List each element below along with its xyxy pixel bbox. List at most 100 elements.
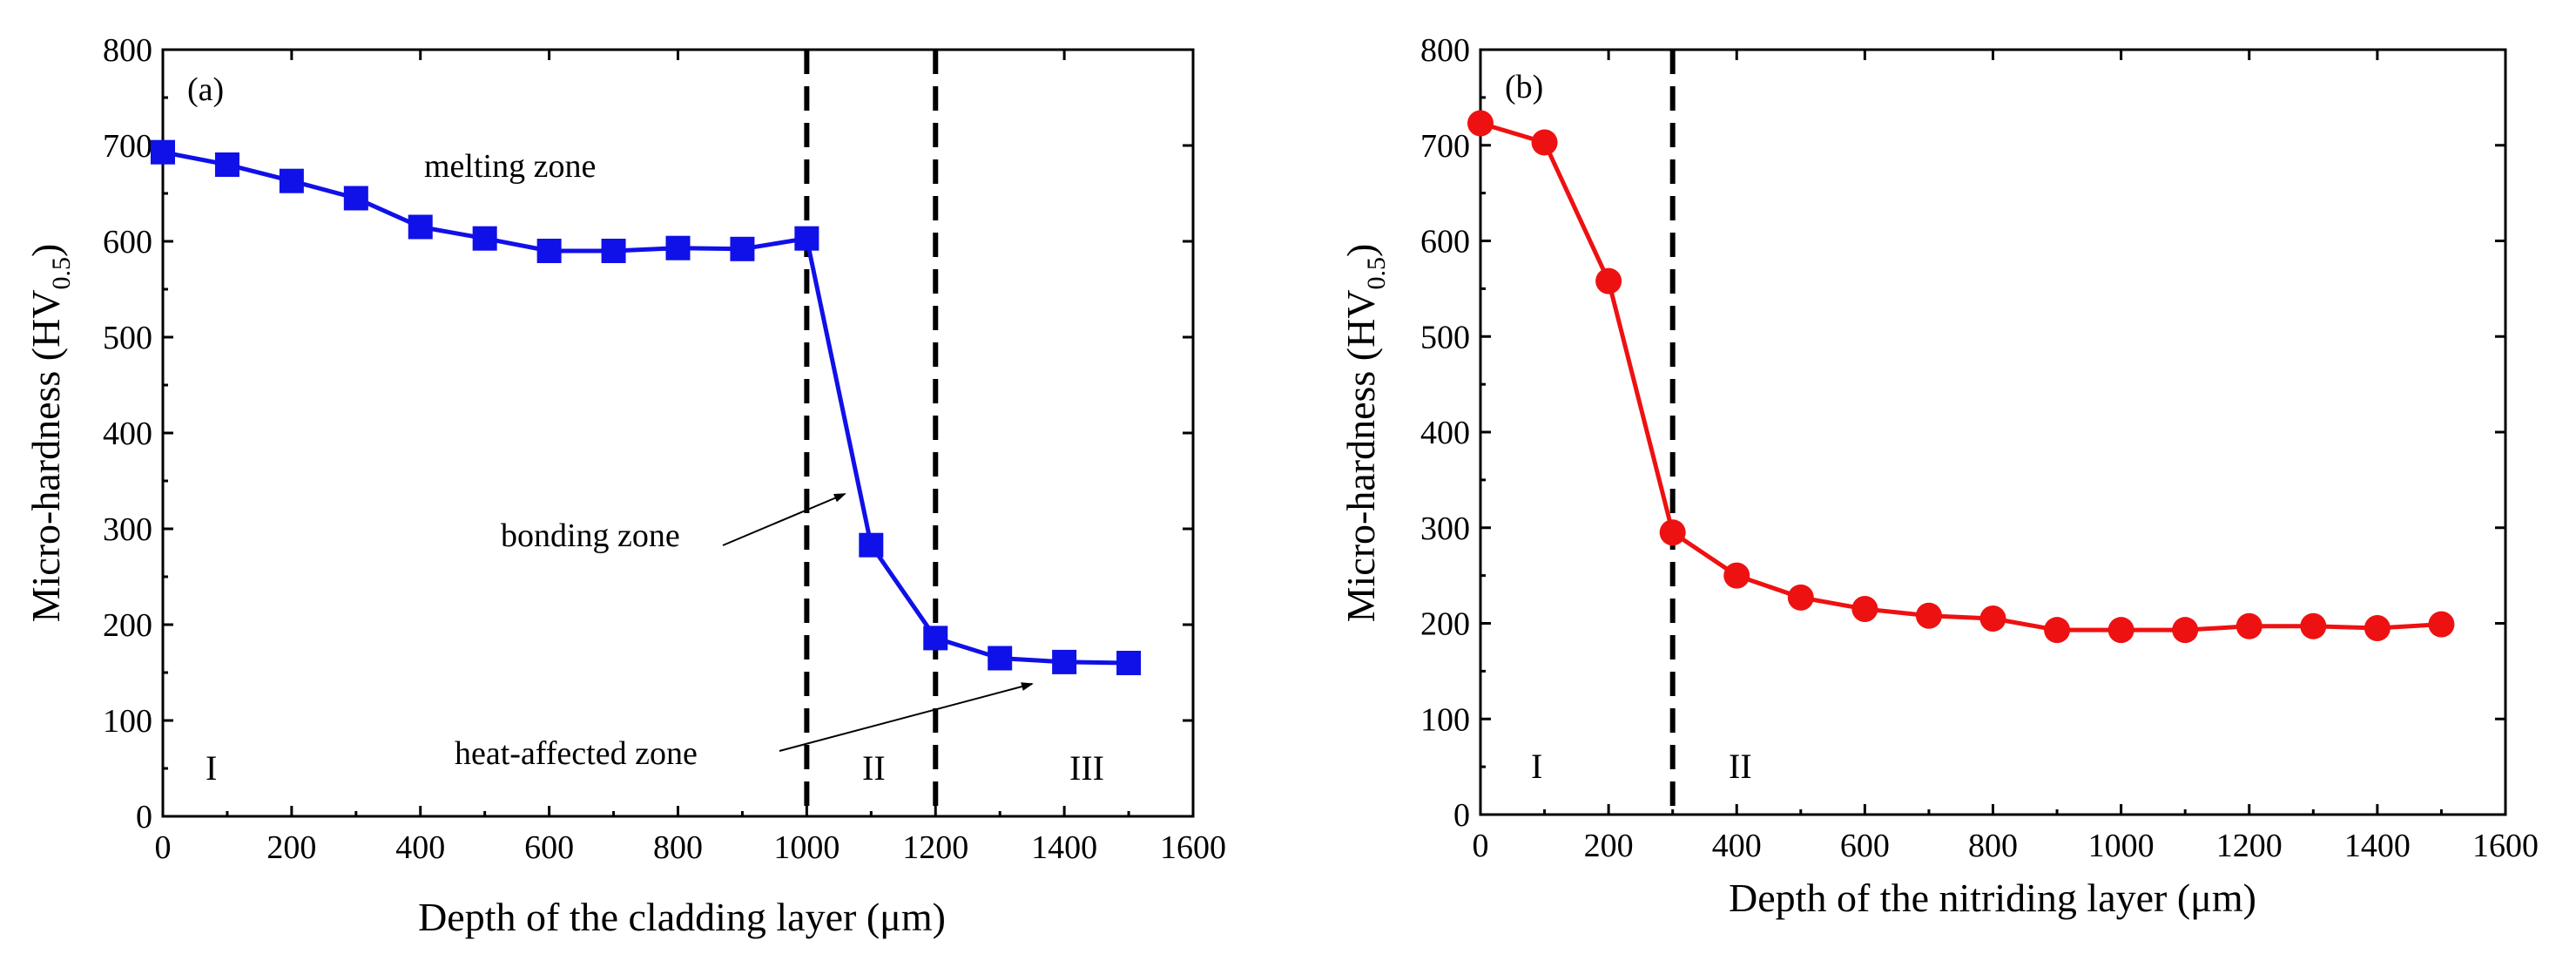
x-tick-label: 800 [653, 829, 703, 866]
x-tick-label: 0 [155, 829, 172, 866]
annotation-bonding-zone: bonding zone [501, 517, 680, 554]
y-tick-label: 600 [1420, 224, 1470, 260]
y-tick-label: 300 [103, 511, 152, 548]
y-axis-title-a: Micro-hardness (HV0.5) [24, 244, 76, 623]
x-tick-label: 1400 [1031, 829, 1097, 866]
data-point [601, 239, 626, 263]
plot-frame-a [161, 48, 1195, 818]
plot-frame-b [1479, 48, 2507, 816]
data-point [151, 139, 175, 165]
data-point [665, 235, 691, 260]
data-point [923, 626, 948, 651]
y-tick-label: 700 [103, 128, 152, 165]
y-tick-label: 600 [103, 224, 152, 260]
data-point [1467, 110, 1494, 137]
data-point [214, 152, 239, 177]
y-axis-title-main-b: Micro-hardness (HV [1339, 289, 1383, 622]
y-axis-title-b: Micro-hardness (HV0.5) [1339, 244, 1391, 623]
arrow-bonding-zone [722, 493, 846, 546]
x-tick-label: 400 [1712, 828, 1762, 864]
region-label-II-b: II [1729, 747, 1752, 786]
x-tick-label: 400 [395, 829, 445, 866]
x-axis-title-a: Depth of the cladding layer (μm) [418, 895, 946, 939]
data-point [1659, 519, 1686, 546]
y-tick-label: 0 [1453, 797, 1470, 834]
data-point [279, 168, 304, 193]
region-label-II-a: II [862, 748, 886, 788]
panel-label-a: (a) [187, 71, 224, 108]
data-point [2364, 614, 2391, 641]
data-point [1595, 267, 1622, 294]
data-point [1116, 651, 1142, 675]
data-point [2428, 611, 2455, 638]
y-tick-label: 500 [103, 320, 152, 356]
data-point [1851, 596, 1878, 623]
data-point [2107, 617, 2134, 644]
ticks-b: 0 100 200 300 400 500 600 700 800 0 200 400 600 800 10… [1420, 32, 2539, 864]
x-tick-label: 1000 [773, 829, 840, 866]
data-point [2300, 612, 2327, 639]
x-tick-label: 1400 [2344, 828, 2411, 864]
data-point [1531, 129, 1558, 156]
x-tick-label: 1200 [902, 829, 968, 866]
data-point [408, 214, 433, 240]
series-points-a [151, 139, 1142, 675]
x-tick-label: 1200 [2216, 828, 2283, 864]
annotation-heat-affected-zone: heat-affected zone [455, 735, 698, 772]
y-tick-label: 100 [103, 703, 152, 740]
y-tick-label: 400 [103, 416, 152, 452]
x-tick-label: 1000 [2088, 828, 2155, 864]
y-tick-label: 400 [1420, 415, 1470, 451]
y-axis-title-sub-b: 0.5 [1362, 257, 1391, 290]
y-axis-title-main-a: Micro-hardness (HV [24, 289, 68, 622]
data-point [1979, 605, 2006, 632]
y-axis-title-close-a: ) [24, 244, 68, 257]
x-tick-label: 600 [524, 829, 574, 866]
data-point [472, 226, 497, 251]
data-point [343, 186, 368, 211]
region-label-III-a: III [1069, 748, 1104, 788]
x-tick-label: 800 [1968, 828, 2018, 864]
x-tick-label: 1600 [2472, 828, 2539, 864]
data-point [730, 236, 755, 261]
data-point [1723, 562, 1750, 589]
series-line-b [1480, 121, 2442, 632]
y-tick-label: 800 [103, 32, 152, 69]
chart-panel-b: 0 100 200 300 400 500 600 700 800 0 200 400 600 800 10… [1339, 32, 2539, 920]
y-axis-title-close-b: ) [1339, 244, 1383, 257]
region-label-I-b: I [1531, 747, 1542, 786]
x-tick-label: 200 [1584, 828, 1634, 864]
data-point [859, 532, 884, 558]
series-points-b [1467, 110, 2455, 644]
y-tick-label: 300 [1420, 511, 1470, 547]
ticks-a: 0 100 200 300 400 500 600 700 800 0 200 400 600 800 10… [103, 32, 1226, 866]
chart-panel-a: 0 100 200 300 400 500 600 700 800 0 200 400 600 800 10… [24, 32, 1226, 939]
data-point [794, 226, 819, 251]
x-axis-title-b: Depth of the nitriding layer (μm) [1729, 876, 2256, 920]
x-tick-label: 200 [266, 829, 316, 866]
data-point [988, 646, 1013, 671]
y-tick-label: 500 [1420, 319, 1470, 355]
y-tick-label: 800 [1420, 32, 1470, 69]
x-tick-label: 1600 [1160, 829, 1226, 866]
y-axis-title-sub-a: 0.5 [47, 257, 76, 290]
dividers-a [804, 50, 939, 816]
arrow-heat-affected-zone [779, 682, 1034, 752]
panel-label-b: (b) [1505, 69, 1543, 105]
data-point [1052, 649, 1077, 674]
annotation-melting-zone: melting zone [424, 148, 596, 185]
data-point [536, 239, 562, 263]
y-tick-label: 200 [103, 607, 152, 644]
x-tick-label: 600 [1840, 828, 1890, 864]
series-line-a [162, 150, 1130, 666]
y-tick-label: 100 [1420, 701, 1470, 738]
region-label-I-a: I [206, 748, 217, 788]
y-tick-label: 700 [1420, 128, 1470, 165]
data-point [1915, 602, 1942, 629]
y-tick-label: 0 [136, 799, 152, 835]
data-point [1787, 584, 1814, 611]
x-tick-label: 0 [1473, 828, 1489, 864]
data-point [2235, 612, 2262, 639]
data-point [2172, 617, 2199, 644]
